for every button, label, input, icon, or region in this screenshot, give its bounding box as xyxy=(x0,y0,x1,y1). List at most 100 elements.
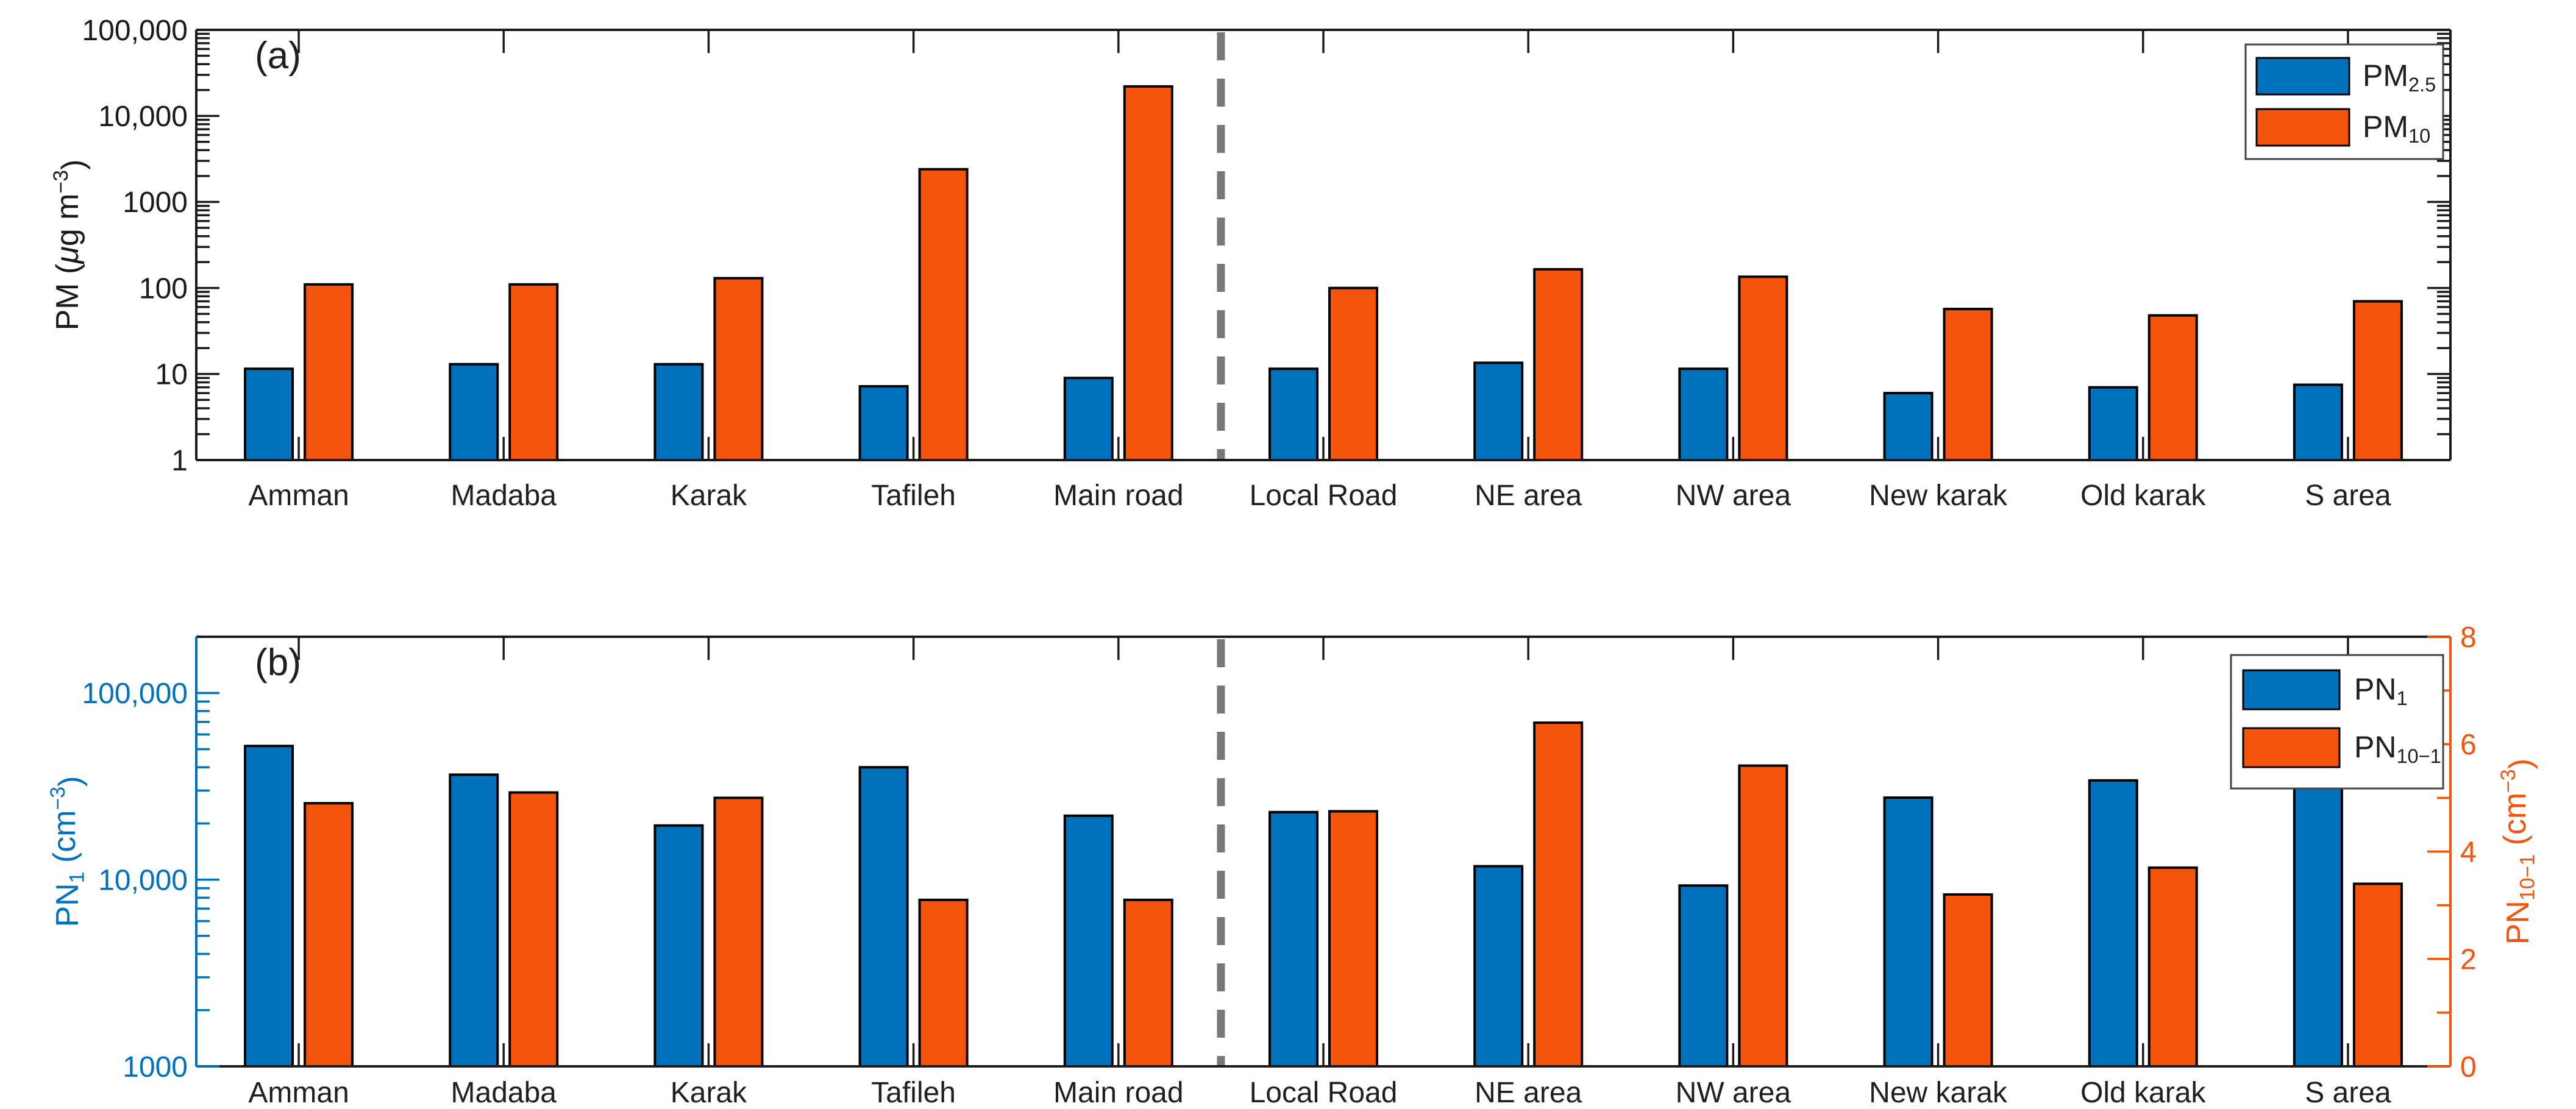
legend-label-pn10-1: PN10−1 xyxy=(2354,730,2441,767)
y-tick-label-a: 1000 xyxy=(123,186,188,219)
bar-pm2-5-nw-area xyxy=(1678,367,1729,462)
x-category-label: NW area xyxy=(1676,480,1791,512)
panel-letter-a: (a) xyxy=(255,35,301,77)
bar-pn10-1-nw-area xyxy=(1738,764,1788,1068)
bar-pm2-5-old-karak xyxy=(2088,386,2138,462)
legend-swatch-pn10-1 xyxy=(2242,727,2341,768)
y-tick-label-b: 100,000 xyxy=(82,678,188,710)
y-tick-label-a: 10,000 xyxy=(98,101,188,133)
bar-pm2-5-s-area xyxy=(2293,383,2343,461)
series-pn10-1 xyxy=(304,721,2403,1068)
bar-pm10-nw-area xyxy=(1738,275,1788,461)
x-category-label: Main road xyxy=(1053,480,1183,512)
legend-swatch-pm10 xyxy=(2255,108,2350,147)
x-category-label: Old karak xyxy=(2080,480,2206,512)
y-tick-label-a: 10 xyxy=(155,359,188,391)
x-category-label: S area xyxy=(2305,480,2391,512)
bar-pn1-main-road xyxy=(1063,814,1114,1068)
legend-label-pn1: PN1 xyxy=(2354,672,2408,709)
x-category-label: Local Road xyxy=(1250,1077,1398,1106)
bar-pm10-local-road xyxy=(1328,286,1378,461)
bar-pn10-1-new-karak xyxy=(1943,893,1993,1068)
series-pm2-5 xyxy=(244,361,2343,462)
legend-label-pm2-5: PM2.5 xyxy=(2363,58,2436,96)
bar-pm2-5-amman xyxy=(244,367,294,462)
x-category-label: Amman xyxy=(248,1077,349,1106)
bar-pm10-tafileh xyxy=(918,168,969,461)
x-category-label: S area xyxy=(2305,1077,2391,1106)
x-category-label: Tafileh xyxy=(871,1077,956,1106)
bar-pm10-new-karak xyxy=(1943,308,1993,461)
bar-pn1-s-area xyxy=(2293,781,2343,1068)
bar-pn1-old-karak xyxy=(2088,779,2138,1068)
bar-pm10-amman xyxy=(304,283,354,461)
x-category-label: New karak xyxy=(1869,1077,2008,1106)
bar-pn1-madaba xyxy=(449,773,499,1068)
x-category-label: Karak xyxy=(671,1077,747,1106)
bar-pn10-1-tafileh xyxy=(918,898,969,1068)
bar-pn1-ne-area xyxy=(1473,865,1524,1068)
bar-pm10-main-road xyxy=(1123,85,1173,461)
x-category-label: NE area xyxy=(1475,1077,1582,1106)
bar-pm2-5-madaba xyxy=(449,363,499,461)
bar-pm10-s-area xyxy=(2352,300,2403,461)
panel-a: 100,000 10,000 1000 100 10 1 Amman Madaba Karak T… xyxy=(49,15,2452,512)
right-tick-label: 6 xyxy=(2460,729,2477,761)
bar-pm10-ne-area xyxy=(1533,268,1584,461)
series-pm10 xyxy=(304,85,2403,462)
bar-pm2-5-main-road xyxy=(1063,377,1114,462)
bar-pm2-5-karak xyxy=(653,363,704,461)
bar-pn1-local-road xyxy=(1268,810,1318,1068)
x-category-label: Main road xyxy=(1053,1077,1183,1106)
y-tick-label-a: 1 xyxy=(171,445,188,477)
y-tick-label-a: 100 xyxy=(139,272,188,305)
right-axis-label: PN10−1 (cm−3) xyxy=(2497,759,2539,944)
y-axis-label-b: PN1 (cm−3) xyxy=(46,776,88,927)
bar-pn1-karak xyxy=(653,824,704,1068)
y-tick-label-a: 100,000 xyxy=(82,15,188,47)
panel-letter-b: (b) xyxy=(255,642,301,684)
x-category-label: Local Road xyxy=(1250,480,1398,512)
panel-b: 100,000 10,000 1000 8 6 4 2 0 Amman Madaba Karak Ta… xyxy=(46,622,2539,1109)
bar-pm2-5-ne-area xyxy=(1473,361,1524,461)
bar-pn10-1-amman xyxy=(304,802,354,1068)
bar-pm10-karak xyxy=(713,277,764,461)
x-category-label: NW area xyxy=(1676,1077,1791,1106)
x-category-label: Tafileh xyxy=(871,480,956,512)
right-tick-label: 0 xyxy=(2460,1051,2477,1083)
y-tick-label-b: 1000 xyxy=(123,1051,188,1083)
x-category-label: NE area xyxy=(1475,480,1582,512)
legend-swatch-pm2-5 xyxy=(2255,57,2350,96)
x-category-label: Karak xyxy=(671,480,747,512)
bar-pm2-5-tafileh xyxy=(858,384,909,461)
x-category-label: New karak xyxy=(1869,480,2008,512)
bar-pn10-1-local-road xyxy=(1328,810,1378,1068)
right-tick-label: 4 xyxy=(2460,836,2477,868)
x-category-label: Old karak xyxy=(2080,1077,2206,1106)
x-category-label: Amman xyxy=(248,480,349,512)
bar-pn1-amman xyxy=(244,745,294,1068)
bar-pn10-1-s-area xyxy=(2352,882,2403,1068)
legend-swatch-pn1 xyxy=(2242,669,2341,710)
bar-pn1-nw-area xyxy=(1678,884,1729,1068)
right-tick-label: 2 xyxy=(2460,944,2477,976)
x-category-label: Madaba xyxy=(451,1077,557,1106)
bar-pm2-5-local-road xyxy=(1268,367,1318,462)
bar-pn10-1-old-karak xyxy=(2147,866,2198,1068)
bar-pm2-5-new-karak xyxy=(1883,392,1934,462)
series-pn1 xyxy=(244,745,2343,1068)
right-tick-label: 8 xyxy=(2460,622,2477,654)
y-axis-label-a: PM (μg m−3) xyxy=(49,160,91,331)
bar-pn10-1-ne-area xyxy=(1533,721,1584,1068)
y-tick-label-b: 10,000 xyxy=(98,864,188,896)
bar-pn1-tafileh xyxy=(858,766,909,1068)
x-category-label: Madaba xyxy=(451,480,557,512)
legend-label-pm10: PM10 xyxy=(2363,110,2430,147)
bar-pn10-1-madaba xyxy=(508,791,559,1068)
bar-pn1-new-karak xyxy=(1883,796,1934,1068)
bar-pm10-old-karak xyxy=(2147,314,2198,462)
bar-pm10-madaba xyxy=(508,283,559,461)
bar-pn10-1-karak xyxy=(713,796,764,1068)
